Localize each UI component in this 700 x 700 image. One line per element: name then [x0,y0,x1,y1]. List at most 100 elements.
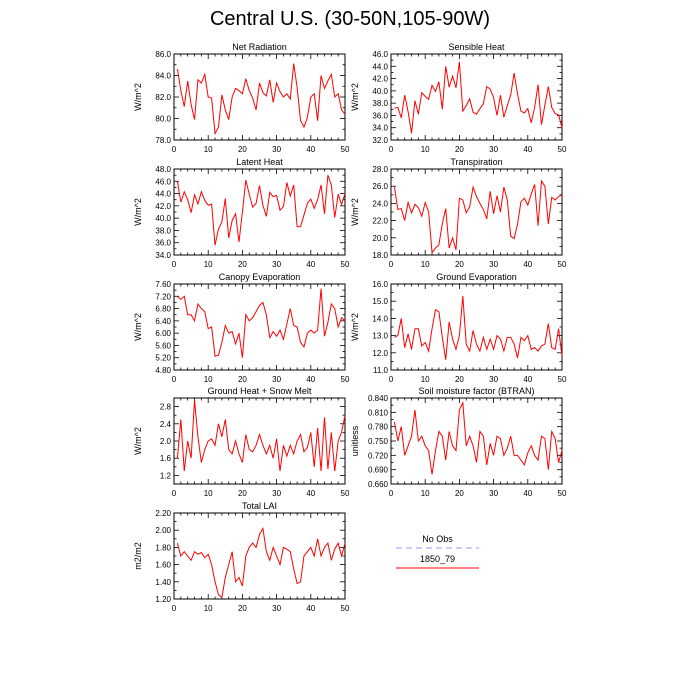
y-tick-label: 48.0 [155,165,171,174]
y-tick-label: 84.0 [155,72,171,81]
x-tick-label: 30 [489,260,498,269]
y-tick-label: 11.0 [373,366,389,375]
chart-panel-6: Ground Heat + Snow Melt W/m^2 0 10 20 30 40 50 1… [133,386,350,498]
y-tick-label: 5.20 [155,354,171,363]
y-tick-label: 80.0 [155,115,171,124]
y-tick-label: 12.0 [372,349,388,358]
legend-label: No Obs [422,534,453,544]
y-tick-label: 24.0 [372,199,388,208]
y-tick-label: 1.80 [155,543,171,552]
plot-frame [390,397,563,485]
x-tick-label: 40 [523,260,532,269]
x-tick-label: 20 [238,260,247,269]
y-tick-label: 34.0 [372,124,388,133]
y-tick-label: 0.840 [368,394,389,403]
chart-title: Ground Heat + Snow Melt [208,386,312,396]
y-tick-label: 36.0 [372,111,388,120]
y-tick-label: 18.0 [372,251,388,260]
series-line-0 [394,61,563,134]
x-tick-label: 10 [421,489,430,498]
x-tick-label: 0 [389,375,394,384]
y-axis-label: unitless [350,425,360,456]
y-tick-label: 1.60 [155,561,171,570]
y-tick-label: 40.0 [155,214,171,223]
x-tick-label: 30 [489,375,498,384]
y-tick-label: 6.00 [155,329,171,338]
x-tick-label: 50 [341,604,350,613]
series-line-0 [393,179,563,254]
x-tick-label: 50 [558,260,567,269]
x-tick-label: 0 [172,375,177,384]
x-tick-label: 0 [389,489,394,498]
x-tick-label: 40 [306,145,315,154]
chart-panel-3: Transpiration W/m^2 0 10 20 30 40 50 18.0 20.0 22.… [350,157,567,269]
x-tick-label: 10 [204,604,213,613]
x-tick-label: 20 [238,375,247,384]
y-tick-label: 16.0 [372,280,388,289]
y-tick-label: 38.0 [372,99,388,108]
plot-frame [390,168,563,256]
chart-panel-1: Sensible Heat W/m^2 0 10 20 30 40 50 32.0 34.0 36.… [350,42,567,154]
y-tick-label: 7.60 [155,280,171,289]
y-tick-label: 0.780 [368,423,389,432]
x-tick-label: 40 [306,489,315,498]
x-tick-label: 30 [272,145,281,154]
y-tick-label: 42.0 [155,202,171,211]
y-tick-label: 4.80 [155,366,171,375]
y-tick-label: 0.810 [368,408,389,417]
x-tick-label: 40 [306,604,315,613]
y-tick-label: 28.0 [372,165,388,174]
x-tick-label: 20 [455,375,464,384]
x-tick-label: 0 [172,145,177,154]
x-tick-label: 10 [204,489,213,498]
chart-title: Sensible Heat [448,42,505,52]
series-line-0 [176,174,346,246]
y-tick-label: 1.40 [155,578,171,587]
y-tick-label: 44.0 [372,62,388,71]
y-tick-label: 2.0 [160,437,172,446]
y-axis-label: W/m^2 [133,427,143,455]
x-tick-label: 10 [421,145,430,154]
x-tick-label: 10 [204,260,213,269]
y-tick-label: 32.0 [372,136,388,145]
y-tick-label: 40.0 [372,87,388,96]
x-tick-label: 50 [341,260,350,269]
y-tick-label: 0.720 [368,451,389,460]
y-tick-label: 5.60 [155,341,171,350]
legend-label: 1850_79 [420,554,455,564]
x-tick-label: 0 [172,260,177,269]
series-line-0 [176,400,346,472]
chart-title: Total LAI [242,501,277,511]
y-tick-label: 0.750 [368,437,389,446]
y-tick-label: 2.00 [155,526,171,535]
x-tick-label: 50 [558,375,567,384]
series-line-0 [393,400,563,475]
x-tick-label: 30 [272,489,281,498]
x-tick-label: 0 [389,260,394,269]
y-tick-label: 0.690 [368,466,389,475]
series-line-0 [394,295,563,360]
x-tick-label: 20 [455,489,464,498]
chart-panel-7: Soil moisture factor (BTRAN) unitless 0 10 2… [350,386,567,498]
y-tick-label: 2.4 [160,420,172,429]
x-tick-label: 0 [172,489,177,498]
y-tick-label: 38.0 [155,226,171,235]
plot-frame [173,397,346,485]
x-tick-label: 20 [238,145,247,154]
y-tick-label: 1.20 [155,595,171,604]
chart-panel-8: Total LAI m2/m2 0 10 20 30 40 50 1.20 1.40 1.60 1.8… [133,501,350,613]
y-axis-label: m2/m2 [133,542,143,570]
x-tick-label: 50 [558,145,567,154]
y-tick-label: 36.0 [155,239,171,248]
y-tick-label: 1.2 [160,471,172,480]
x-tick-label: 10 [204,145,213,154]
y-axis-label: W/m^2 [350,198,360,226]
y-tick-label: 26.0 [372,182,388,191]
chart-title: Canopy Evaporation [219,272,301,282]
chart-panel-4: Canopy Evaporation W/m^2 0 10 20 30 40 50 4.80 5.… [133,272,350,384]
chart-title: Net Radiation [232,42,287,52]
y-tick-label: 6.80 [155,305,171,314]
x-tick-label: 20 [455,145,464,154]
x-tick-label: 40 [306,260,315,269]
x-tick-label: 50 [341,489,350,498]
